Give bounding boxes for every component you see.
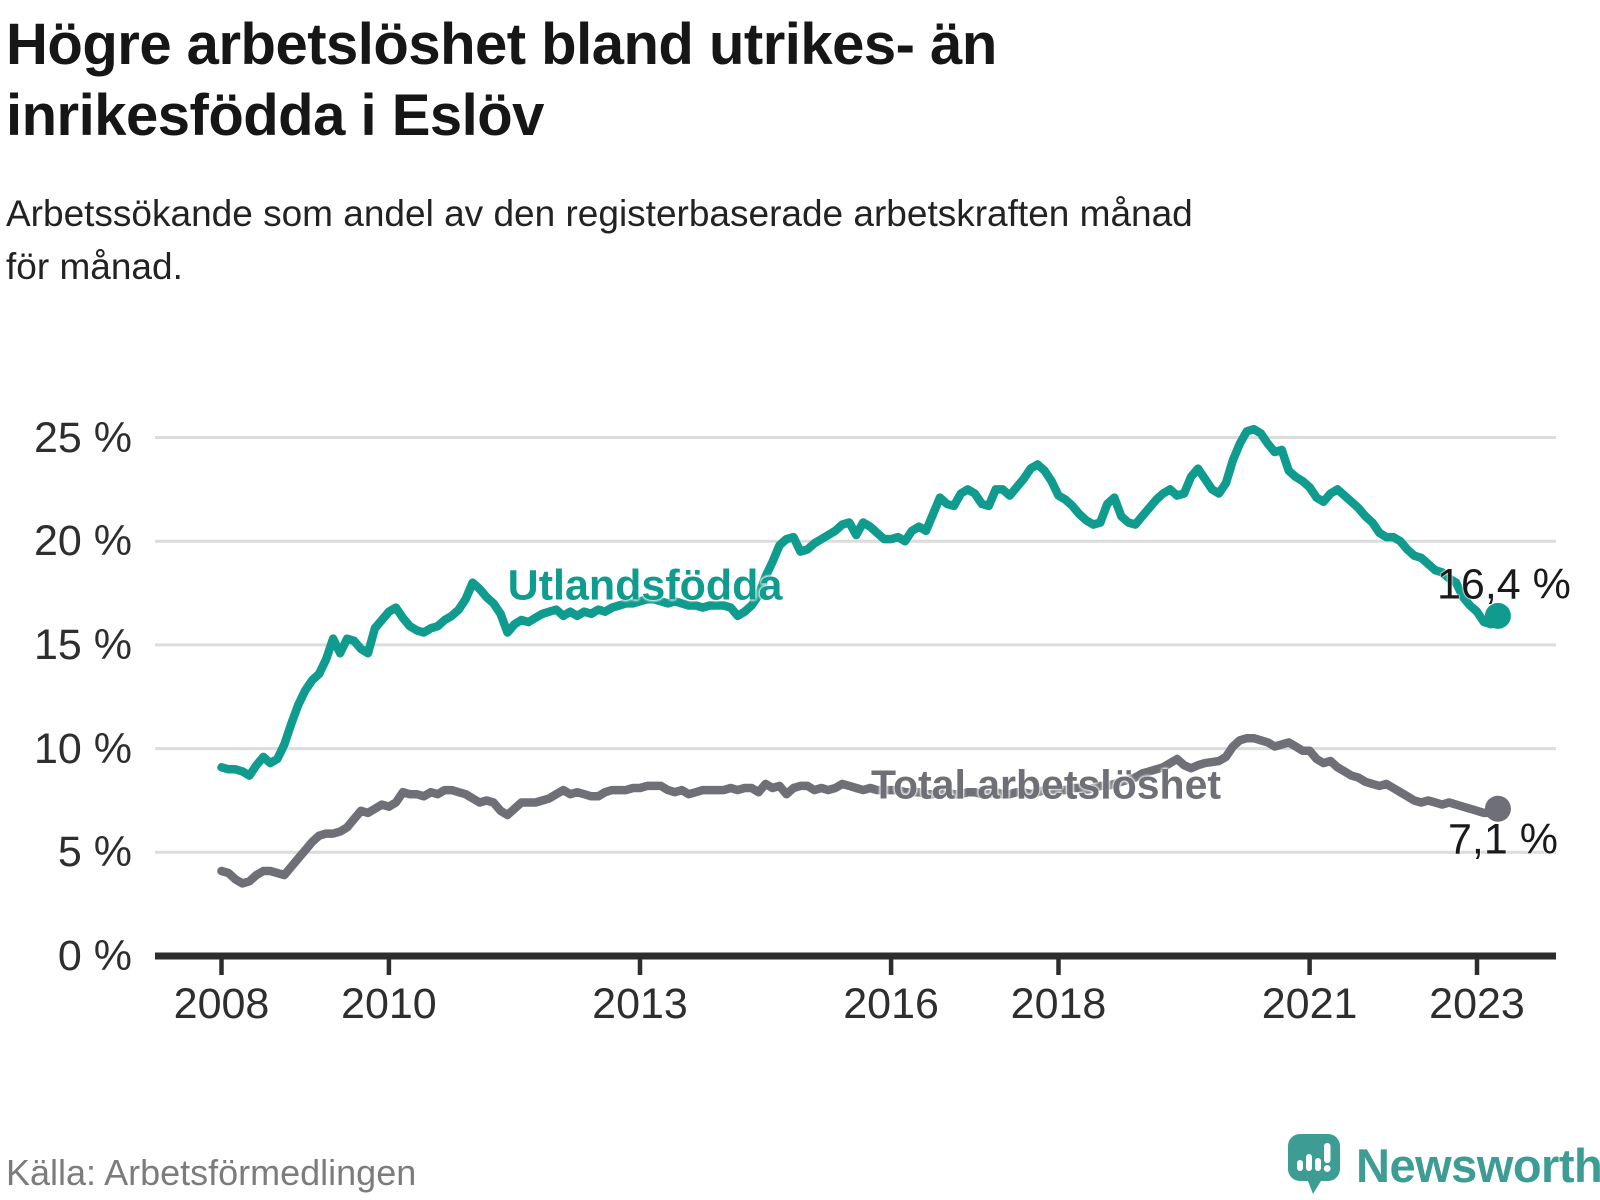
series-label-total-arbetsloshet: Total arbetslöshet xyxy=(870,761,1222,808)
chart-subtitle-line-1: Arbetssökande som andel av den registerb… xyxy=(6,193,1193,234)
end-value-label-utlandsfodda: 16,4 % xyxy=(1437,560,1571,609)
x-tick-label-2018: 2018 xyxy=(1010,980,1107,1028)
page-title: Högre arbetslöshet bland utrikes- än inr… xyxy=(6,10,1306,152)
source-note: Källa: Arbetsförmedlingen xyxy=(6,1152,417,1193)
end-dot-total xyxy=(1484,795,1511,822)
page-title-line-1: Högre arbetslöshet bland utrikes- än xyxy=(6,12,997,77)
x-tick-label-2023: 2023 xyxy=(1429,980,1525,1028)
end-value-label-total: 7,1 % xyxy=(1448,815,1558,864)
y-tick-label-10: 10 % xyxy=(33,724,132,773)
y-tick-label-25: 25 % xyxy=(33,413,132,462)
bar-chart-speech-bubble-icon xyxy=(1288,1134,1340,1196)
series-line-utlandsfodda xyxy=(217,424,1503,780)
x-tick-label-2013: 2013 xyxy=(592,980,688,1028)
chart-subtitle-line-2: för månad. xyxy=(6,245,183,287)
brand-logo: Newsworthy xyxy=(1288,1134,1600,1196)
x-tick-label-2016: 2016 xyxy=(843,980,939,1028)
y-tick-label-0: 0 % xyxy=(57,932,132,980)
x-tick-label-2021: 2021 xyxy=(1261,980,1358,1028)
end-dot-utlandsfodda xyxy=(1484,602,1511,629)
page-title-line-2: inrikesfödda i Eslöv xyxy=(6,82,544,148)
y-tick-label-5: 5 % xyxy=(57,828,132,877)
series-line-total xyxy=(217,733,1503,888)
x-tick-label-2008: 2008 xyxy=(173,980,270,1028)
series-label-utlandsfodda: Utlandsfödda xyxy=(507,561,783,610)
x-tick-label-2010: 2010 xyxy=(341,980,437,1028)
y-tick-label-15: 15 % xyxy=(33,620,132,669)
chart-subtitle: Arbetssökande som andel av den registerb… xyxy=(6,188,1566,293)
brand-name: Newsworthy xyxy=(1356,1138,1600,1192)
y-tick-label-20: 20 % xyxy=(33,517,132,566)
